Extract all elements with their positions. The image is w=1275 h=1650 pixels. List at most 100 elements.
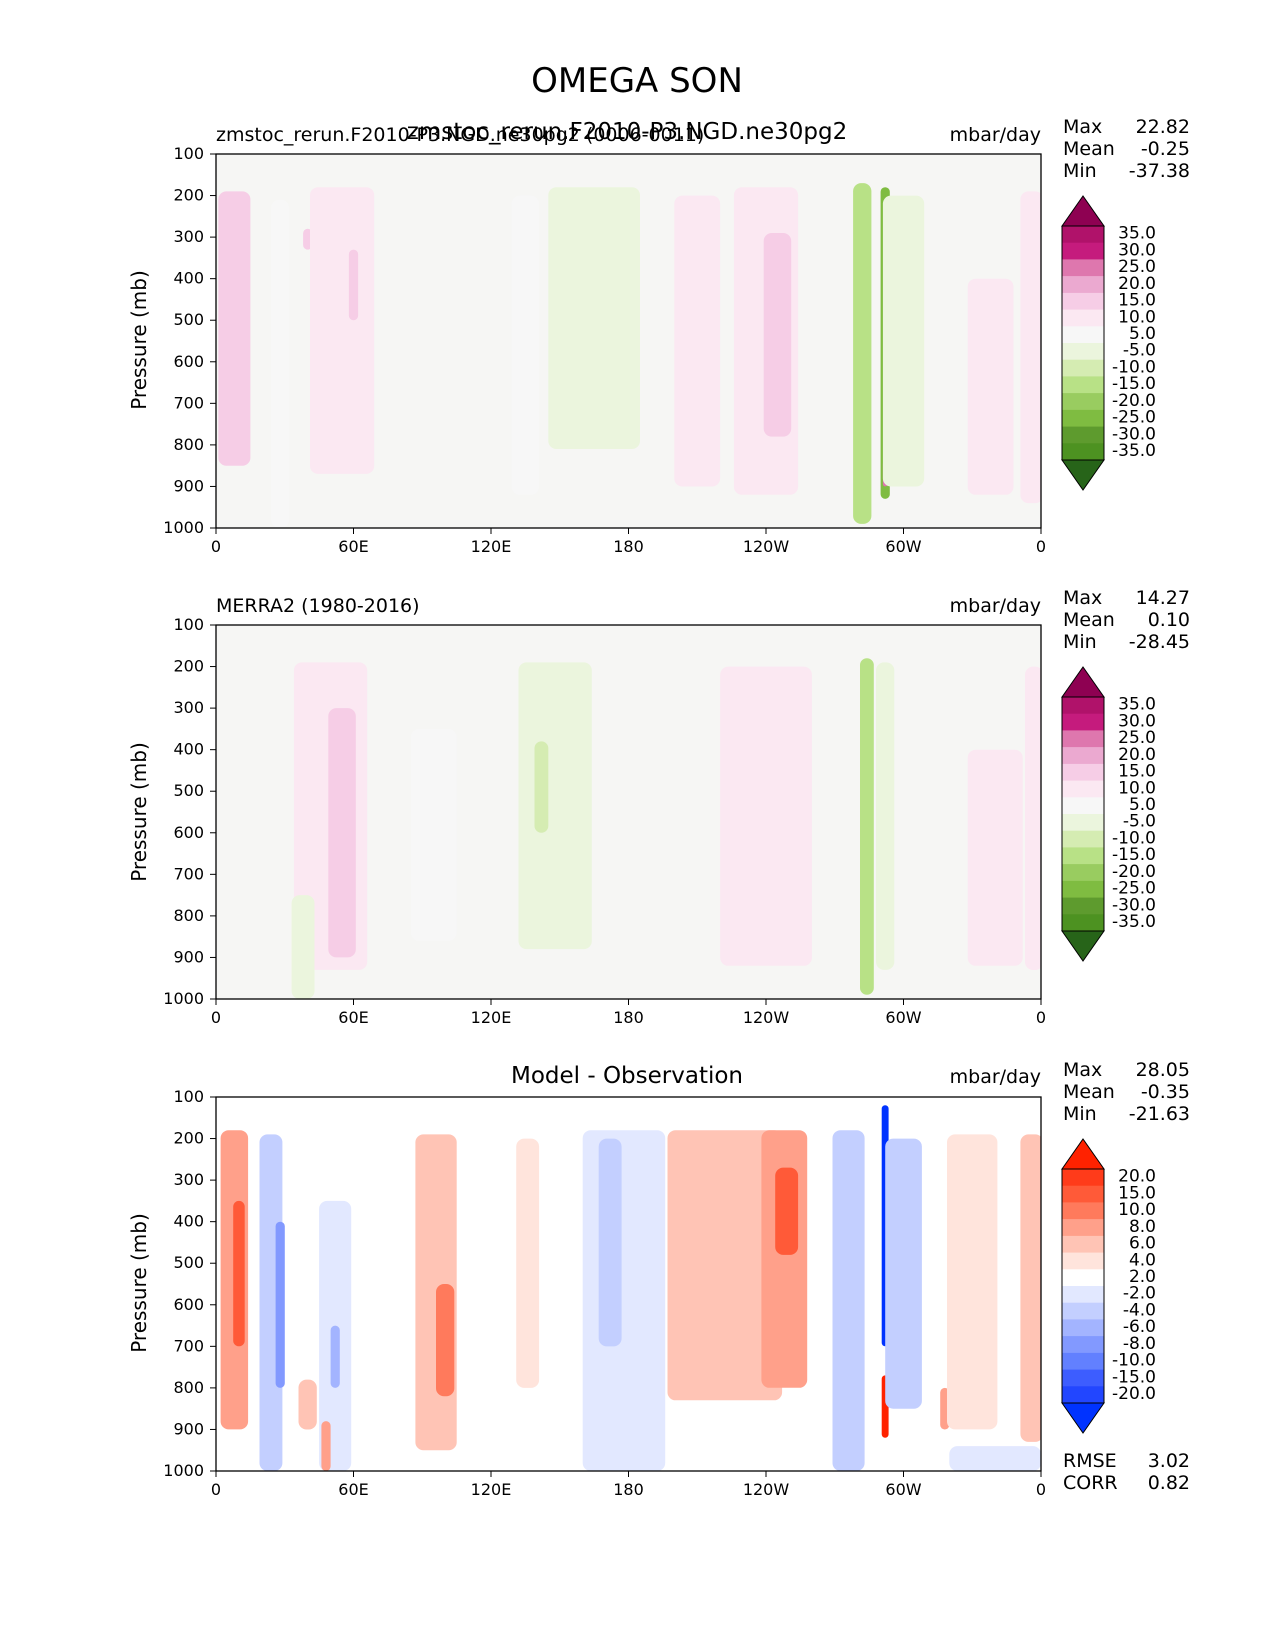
contour-feature xyxy=(436,1284,455,1397)
colorbar-segment xyxy=(1062,1269,1104,1287)
contour-feature xyxy=(853,183,872,524)
rmse-label: RMSE xyxy=(1063,1450,1117,1472)
colorbar-segment xyxy=(1062,276,1104,294)
colorbar-segment xyxy=(1062,880,1104,898)
panel-test-title-center: zmstoc_rerun.F2010-P3.NGD.ne30pg2 xyxy=(407,119,847,145)
contour-feature xyxy=(720,666,812,966)
y-tick-label: 700 xyxy=(173,1336,204,1355)
colorbar-segment xyxy=(1062,1336,1104,1354)
colorbar-tick-label: -30.0 xyxy=(1112,424,1156,444)
contour-feature xyxy=(775,1167,799,1255)
contour-feature xyxy=(832,1130,865,1471)
contour-feature xyxy=(1025,666,1041,970)
y-tick-label: 800 xyxy=(173,1378,204,1397)
rmse-value: 3.02 xyxy=(1148,1450,1190,1472)
x-tick-label: 120W xyxy=(743,1008,790,1027)
panel-test-title-left: zmstoc_rerun.F2010-P3.NGD.ne30pg2 (0006-… xyxy=(216,124,704,146)
colorbar-segment xyxy=(1062,393,1104,411)
colorbar-segment xyxy=(1062,1185,1104,1203)
panel-difference-units: mbar/day xyxy=(950,1066,1041,1088)
colorbar-tick-label: -15.0 xyxy=(1112,845,1156,865)
y-tick-label: 100 xyxy=(173,144,204,163)
colorbar-tick-label: 20.0 xyxy=(1118,1167,1156,1187)
stat-value: 22.82 xyxy=(1136,116,1190,138)
stat-label: Mean xyxy=(1063,609,1115,631)
contour-feature xyxy=(876,662,895,970)
y-tick-label: 100 xyxy=(173,1087,204,1106)
y-tick-label: 100 xyxy=(173,615,204,634)
contour-feature xyxy=(291,895,315,999)
x-tick-label: 120E xyxy=(471,1480,512,1499)
y-tick-label: 200 xyxy=(173,1129,204,1148)
contour-fields xyxy=(218,183,1041,528)
contour-feature xyxy=(882,195,925,487)
x-tick-label: 60E xyxy=(338,1008,368,1027)
colorbar-segment xyxy=(1062,780,1104,798)
colorbar-segment xyxy=(1062,1286,1104,1304)
x-tick-label: 0 xyxy=(1036,1008,1046,1027)
y-tick-label: 1000 xyxy=(163,518,204,537)
colorbar-segment xyxy=(1062,259,1104,277)
contour-feature xyxy=(321,1421,331,1471)
contour-feature xyxy=(259,1134,283,1471)
x-tick-label: 120W xyxy=(743,537,790,556)
colorbar-tick-label: 5.0 xyxy=(1129,795,1156,815)
stat-label: Mean xyxy=(1063,138,1115,160)
y-tick-label: 600 xyxy=(173,823,204,842)
x-tick-label: 180 xyxy=(613,537,644,556)
contour-feature xyxy=(885,1138,922,1409)
colorbar-tick-label: -4.0 xyxy=(1123,1300,1156,1320)
colorbar-tick-label: -35.0 xyxy=(1112,912,1156,932)
corr-label: CORR xyxy=(1063,1472,1118,1494)
colorbar-segment xyxy=(1062,409,1104,427)
colorbar-segment xyxy=(1062,797,1104,815)
stat-label: Min xyxy=(1063,631,1097,653)
contour-feature xyxy=(410,728,457,941)
x-tick-label: 0 xyxy=(211,1480,221,1499)
colorbar-tick-label: 10.0 xyxy=(1118,307,1156,327)
contour-feature xyxy=(967,278,1014,495)
panel-test-units: mbar/day xyxy=(950,124,1041,146)
corr-value: 0.82 xyxy=(1148,1472,1190,1494)
colorbar-tick-label: -5.0 xyxy=(1123,812,1156,832)
panel-difference: Model - Observation mbar/day Pressure (m… xyxy=(127,1059,1190,1499)
colorbar-segment xyxy=(1062,226,1104,244)
colorbar-tick-label: 20.0 xyxy=(1118,745,1156,765)
contour-feature xyxy=(860,658,874,995)
x-tick-label: 60E xyxy=(338,537,368,556)
contour-feature xyxy=(947,1134,998,1430)
colorbar-segment xyxy=(1062,747,1104,765)
colorbar-tick-label: 15.0 xyxy=(1118,291,1156,311)
y-tick-label: 700 xyxy=(173,864,204,883)
colorbar-tick-label: 8.0 xyxy=(1129,1217,1156,1237)
colorbar-tick-label: -15.0 xyxy=(1112,374,1156,394)
y-tick-label: 200 xyxy=(173,657,204,676)
colorbar-frame xyxy=(1061,1168,1105,1404)
contour-feature xyxy=(328,708,356,958)
y-tick-label: 700 xyxy=(173,393,204,412)
colorbar-segment xyxy=(1062,897,1104,915)
colorbar-tick-label: 20.0 xyxy=(1118,274,1156,294)
contour-feature xyxy=(598,1138,622,1347)
figure-title: OMEGA SON xyxy=(531,61,743,101)
contour-feature xyxy=(667,1130,783,1401)
colorbar-tick-label: 15.0 xyxy=(1118,1183,1156,1203)
colorbar-segment xyxy=(1062,443,1104,461)
colorbar-segment xyxy=(1062,343,1104,361)
x-tick-label: 60E xyxy=(338,1480,368,1499)
contour-feature xyxy=(1020,191,1041,504)
stat-value: -0.25 xyxy=(1141,138,1190,160)
colorbar-tick-label: 2.0 xyxy=(1129,1267,1156,1287)
y-tick-label: 1000 xyxy=(163,989,204,1008)
x-tick-label: 180 xyxy=(613,1008,644,1027)
colorbar-segment xyxy=(1062,1219,1104,1237)
colorbar-segment xyxy=(1062,864,1104,882)
contour-fields xyxy=(220,1105,1041,1471)
colorbar-segment xyxy=(1062,814,1104,832)
panel-difference-title-center: Model - Observation xyxy=(511,1063,743,1089)
colorbar-frame xyxy=(1061,696,1105,932)
y-tick-label: 400 xyxy=(173,1212,204,1231)
panel-reference: MERRA2 (1980-2016) mbar/day Pressure (mb… xyxy=(127,587,1190,1027)
y-tick-label: 900 xyxy=(173,947,204,966)
colorbar-segment xyxy=(1062,830,1104,848)
